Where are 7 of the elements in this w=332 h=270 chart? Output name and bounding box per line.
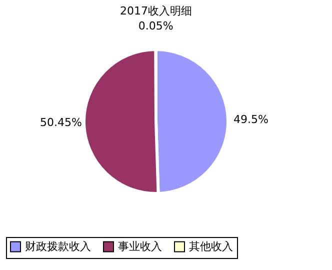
chart-title: 2017收入明细 — [120, 4, 192, 18]
legend-label: 其他收入 — [189, 240, 233, 253]
data-label: 49.5% — [234, 113, 268, 126]
legend-label: 事业收入 — [118, 240, 162, 253]
data-label: 0.05% — [138, 20, 174, 32]
data-label: 50.45% — [40, 116, 82, 130]
legend-label: 财政拨款收入 — [25, 240, 91, 253]
